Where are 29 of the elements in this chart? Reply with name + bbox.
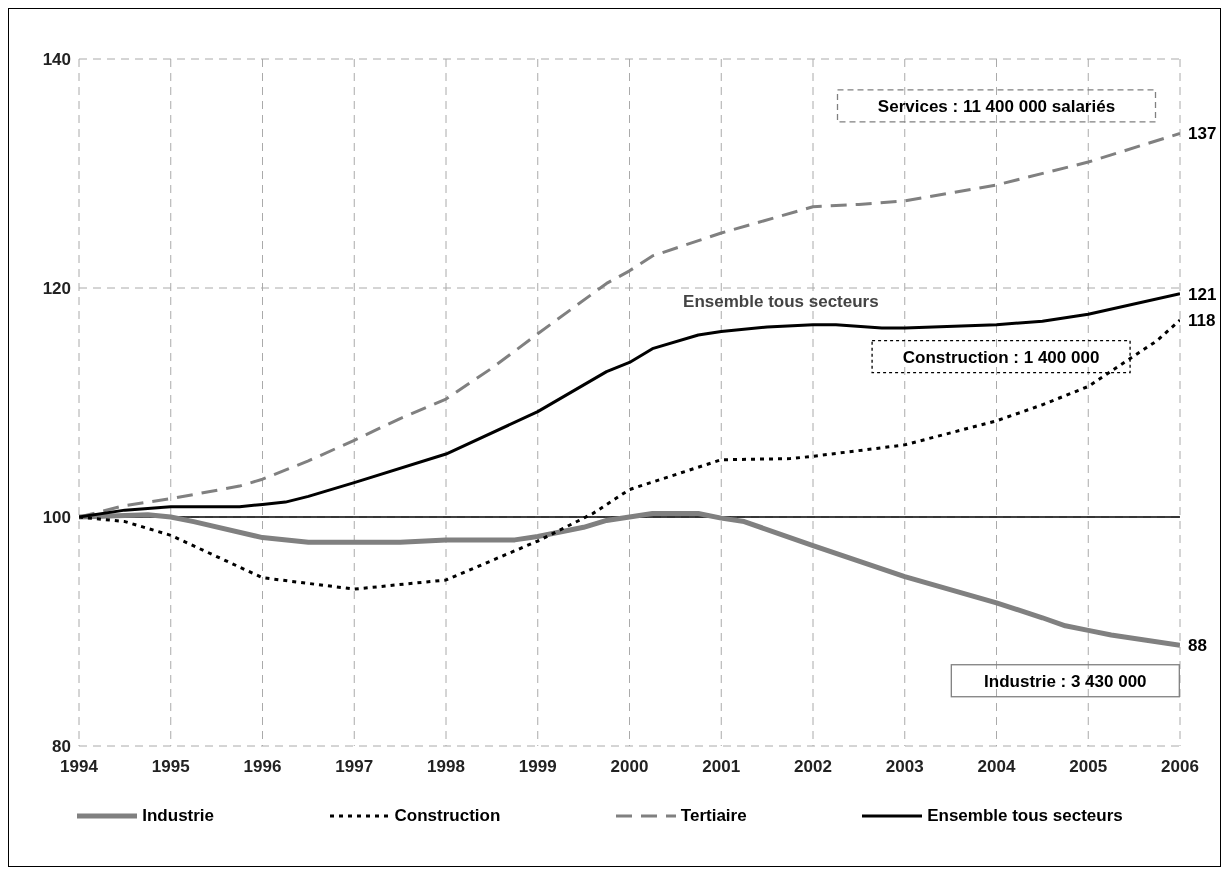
x-tick-label: 2001	[702, 757, 741, 777]
x-tick-label: 1995	[151, 757, 190, 777]
x-tick-label: 2006	[1161, 757, 1199, 777]
y-tick-label: 80	[52, 737, 71, 757]
x-tick-label: 2003	[885, 757, 924, 777]
x-tick-label: 2004	[977, 757, 1016, 777]
x-tick-label: 1997	[335, 757, 374, 777]
y-tick-label: 140	[42, 50, 71, 70]
legend-label: Construction	[394, 806, 501, 826]
legend-label: Industrie	[142, 806, 215, 826]
y-tick-label: 120	[42, 279, 71, 299]
text: 88	[1188, 636, 1207, 656]
text: 137	[1188, 124, 1217, 144]
text: 121	[1188, 284, 1217, 304]
x-tick-label: 1996	[243, 757, 282, 777]
x-tick-label: 2000	[610, 757, 649, 777]
annotation: Construction : 1 400 000	[902, 347, 1100, 367]
x-tick-label: 1999	[518, 757, 557, 777]
annotation: Services : 11 400 000 salariés	[877, 96, 1116, 116]
legend-label: Tertiaire	[680, 806, 747, 826]
x-tick-label: 1994	[60, 757, 99, 777]
y-tick-label: 100	[42, 508, 71, 528]
x-tick-label: 2002	[794, 757, 832, 777]
annotation: Industrie : 3 430 000	[984, 671, 1147, 691]
x-tick-label: 2005	[1069, 757, 1108, 777]
x-tick-label: 1998	[427, 757, 465, 777]
legend-label: Ensemble tous secteurs	[927, 806, 1123, 826]
text: 118	[1188, 311, 1216, 331]
annotation: Ensemble tous secteurs	[683, 291, 879, 311]
